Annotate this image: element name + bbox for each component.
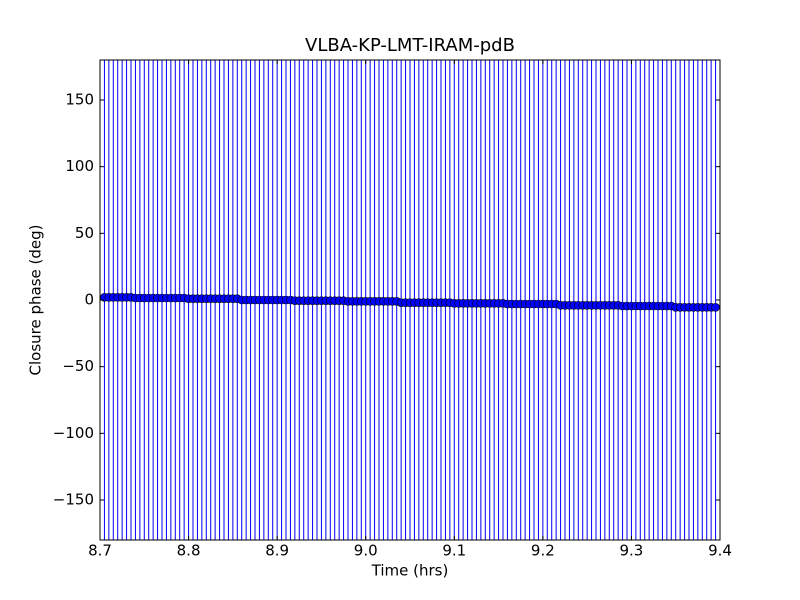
x-axis-label: Time (hrs) bbox=[371, 562, 449, 580]
y-tick-label: −150 bbox=[53, 491, 94, 509]
x-tick-label: 9.1 bbox=[442, 542, 466, 560]
y-tick-label: −50 bbox=[62, 357, 94, 375]
x-tick-label: 8.8 bbox=[177, 542, 201, 560]
x-tick-label: 9.3 bbox=[619, 542, 643, 560]
x-tick-label: 8.7 bbox=[88, 542, 112, 560]
x-tick-label: 9.4 bbox=[708, 542, 732, 560]
y-tick-label: 100 bbox=[65, 157, 94, 175]
y-tick-label: 150 bbox=[65, 91, 94, 109]
chart-title: VLBA-KP-LMT-IRAM-pdB bbox=[305, 35, 515, 56]
x-tick-label: 9.2 bbox=[531, 542, 555, 560]
data-point bbox=[711, 303, 720, 312]
y-axis-label: Closure phase (deg) bbox=[27, 225, 45, 376]
x-tick-label: 8.9 bbox=[265, 542, 289, 560]
y-tick-label: 50 bbox=[75, 224, 94, 242]
y-tick-label: 0 bbox=[84, 291, 94, 309]
x-tick-label: 9.0 bbox=[354, 542, 378, 560]
plot-area bbox=[100, 60, 720, 540]
y-tick-label: −100 bbox=[53, 424, 94, 442]
